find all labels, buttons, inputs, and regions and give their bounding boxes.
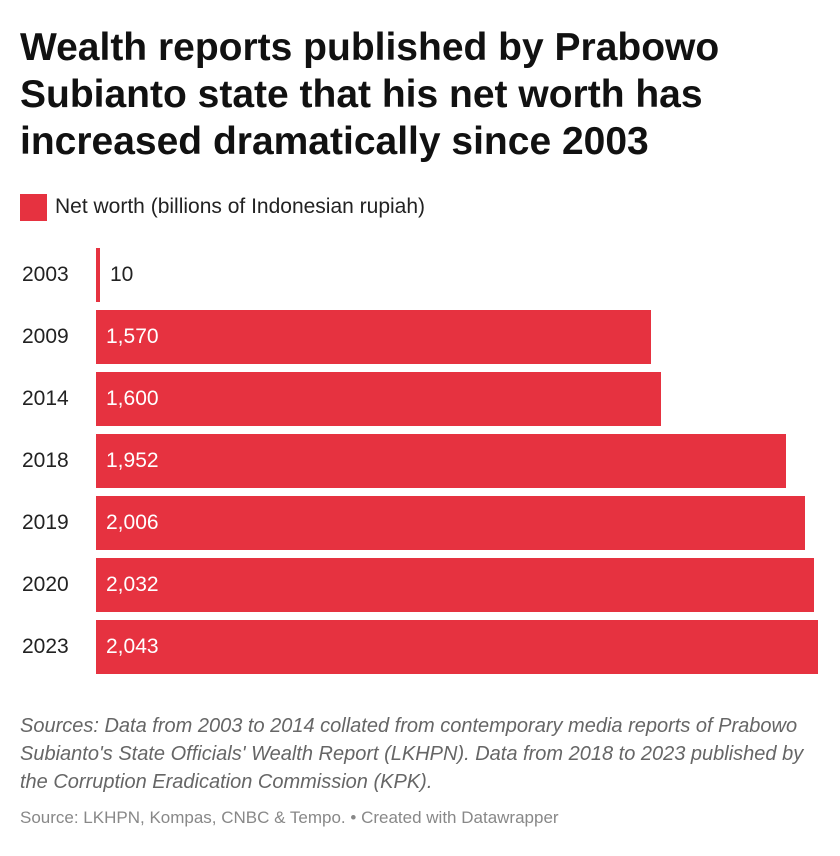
data-label: 1,952 [106,449,159,472]
data-label: 2,043 [106,635,159,658]
legend-label: Net worth (billions of Indonesian rupiah… [55,195,426,218]
footer-separator: • [350,808,362,827]
bar [96,620,818,674]
category-label: 2003 [22,263,69,286]
category-label: 2019 [22,511,69,534]
chart-title: Wealth reports published by Prabowo Subi… [20,26,720,163]
bar [96,248,100,302]
bar-chart: 2003 10 2009 1,570 2014 1,600 2018 1,952 2019 2,0… [0,242,840,682]
bar [96,558,814,612]
data-label: 1,570 [106,325,159,348]
data-label: 10 [110,263,134,286]
footer: Source: LKHPN, Kompas, CNBC & Tempo. • C… [20,808,559,828]
bar [96,310,651,364]
category-label: 2020 [22,573,69,596]
data-label: 1,600 [106,387,159,410]
bar [96,372,661,426]
category-label: 2009 [22,325,69,348]
category-label: 2018 [22,449,69,472]
bar [96,434,786,488]
category-label: 2014 [22,387,69,410]
footer-source: Source: LKHPN, Kompas, CNBC & Tempo. [20,808,346,827]
footer-credit[interactable]: Created with Datawrapper [361,808,559,827]
legend-swatch [20,193,47,221]
category-label: 2023 [22,635,69,658]
data-label: 2,032 [106,573,159,596]
legend: Net worth (billions of Indonesian rupiah… [20,192,425,222]
source-notes: Sources: Data from 2003 to 2014 collated… [20,715,804,793]
bar [96,496,805,550]
data-label: 2,006 [106,511,159,534]
